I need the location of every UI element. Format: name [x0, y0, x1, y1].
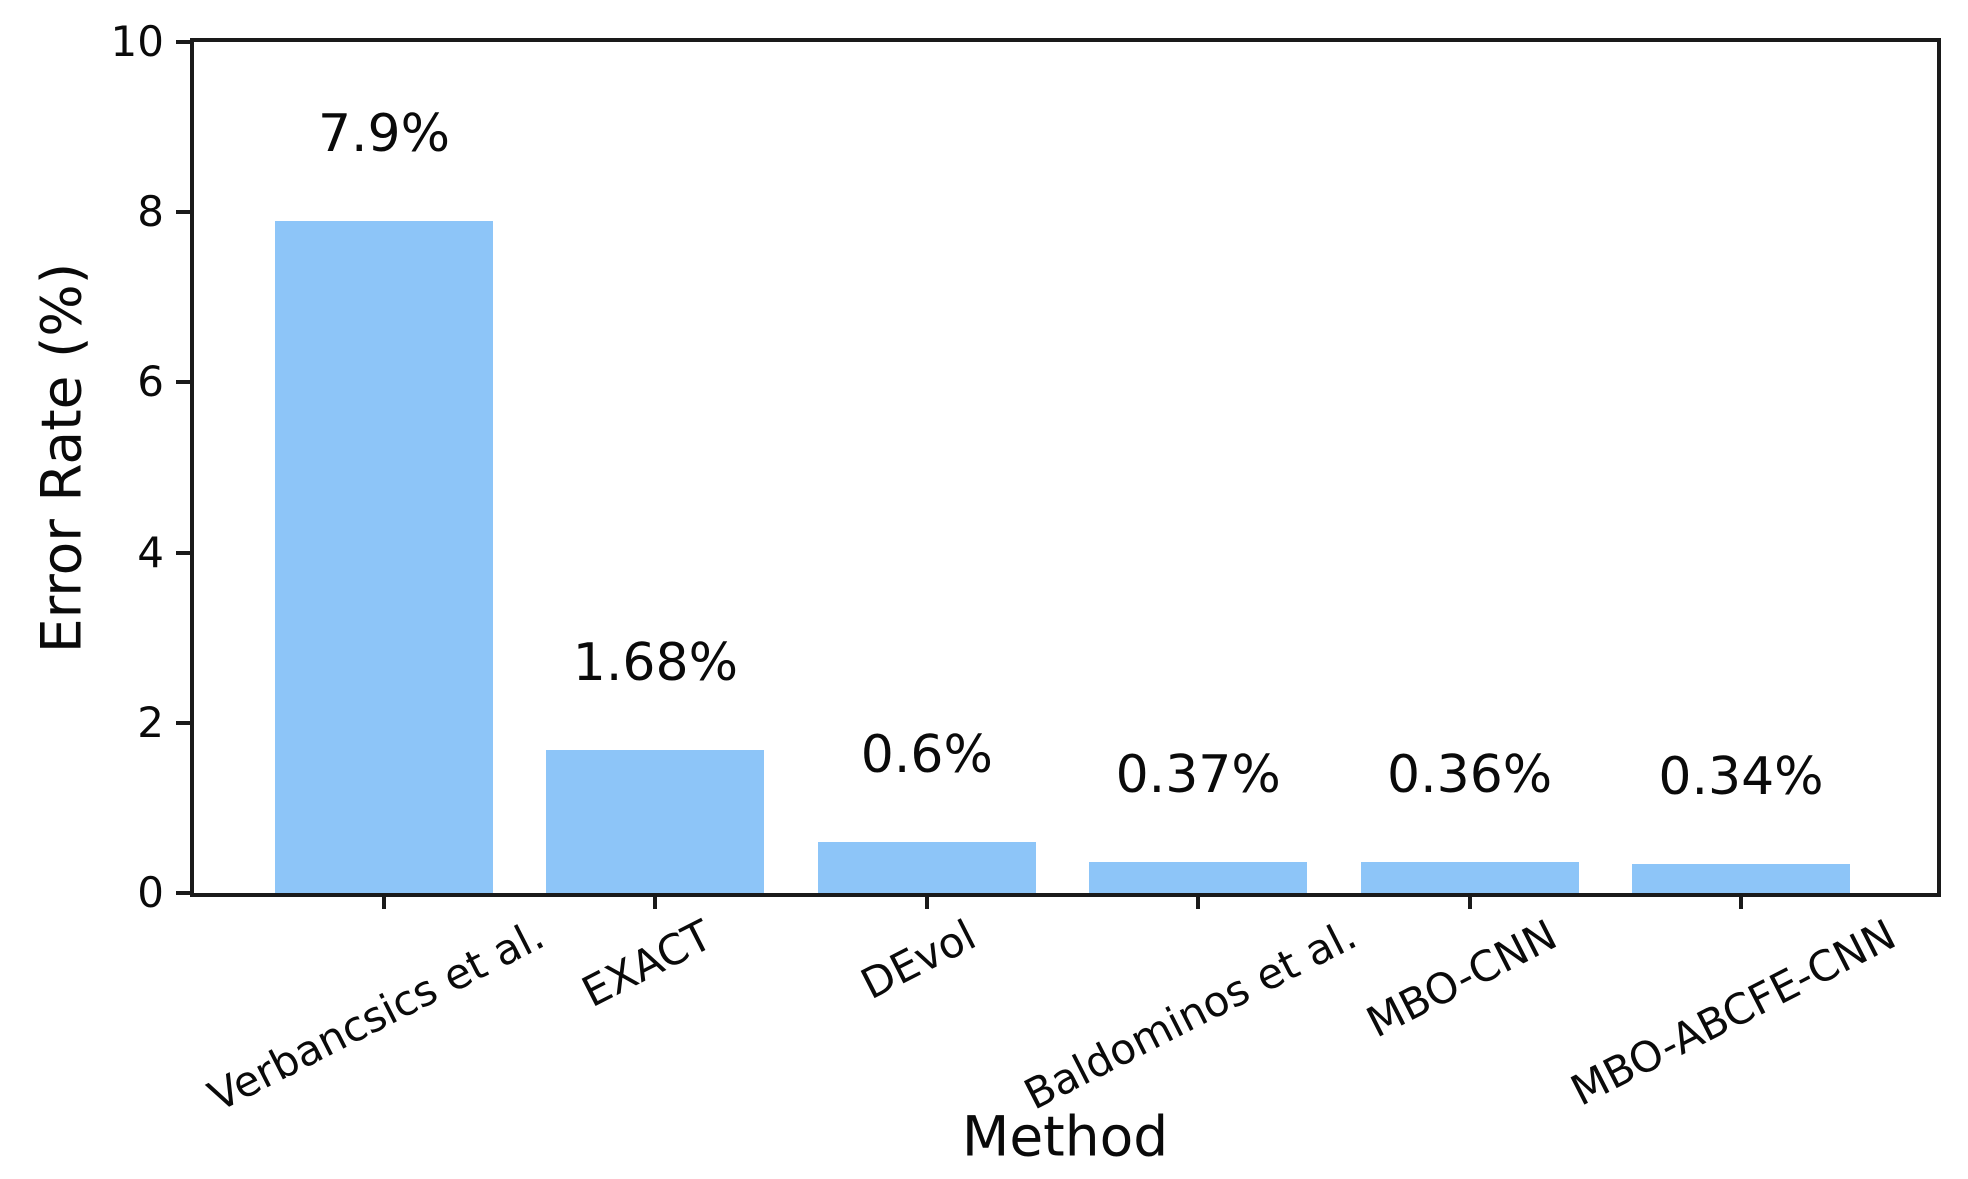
- y-tick-mark: [176, 380, 190, 385]
- y-tick-mark: [176, 40, 190, 44]
- bar-value-label: 0.36%: [1386, 745, 1553, 805]
- bar-devol: [818, 842, 1036, 893]
- x-tick-mark: [653, 897, 658, 909]
- bar-value-label: 0.37%: [1115, 745, 1281, 805]
- bar-value-label: 1.68%: [572, 633, 738, 693]
- x-tick-mark: [1196, 897, 1201, 909]
- y-tick-label: 10: [110, 17, 164, 66]
- bar-verbancsics-et-al: [275, 221, 493, 893]
- x-tick-mark: [382, 897, 386, 909]
- y-tick-label: 2: [137, 697, 164, 747]
- bar-exact: [546, 750, 764, 893]
- y-tick-mark: [176, 210, 190, 215]
- x-axis-title: Method: [961, 1104, 1169, 1169]
- x-tick-label: EXACT: [574, 910, 720, 1017]
- bar-mbo-abcfe-cnn: [1632, 864, 1850, 893]
- y-tick-mark: [176, 720, 190, 725]
- y-tick-label: 8: [137, 187, 164, 237]
- x-tick-label: Verbancsics et al.: [200, 910, 552, 1122]
- y-axis-title: Error Rate (%): [29, 262, 94, 654]
- y-tick-mark: [176, 550, 190, 555]
- bar-mbo-cnn: [1361, 862, 1579, 893]
- y-tick-label: 4: [137, 527, 164, 577]
- y-tick-label: 6: [137, 357, 164, 407]
- plot-area: [190, 38, 1941, 897]
- bar-baldominos-et-al: [1089, 862, 1307, 893]
- x-tick-mark: [924, 897, 929, 909]
- bar-value-label: 0.34%: [1658, 747, 1824, 807]
- x-tick-label: DEvol: [853, 910, 984, 1009]
- x-tick-mark: [1467, 897, 1472, 909]
- bar-value-label: 7.9%: [317, 104, 451, 164]
- bar-value-label: 0.6%: [860, 725, 993, 785]
- y-tick-label: 0: [137, 868, 164, 917]
- x-tick-mark: [1739, 897, 1743, 909]
- x-tick-label: MBO-ABCFE-CNN: [1562, 910, 1903, 1116]
- x-tick-label: Baldominos et al.: [1016, 910, 1364, 1120]
- x-tick-label: MBO-CNN: [1358, 910, 1565, 1048]
- y-tick-mark: [176, 891, 190, 895]
